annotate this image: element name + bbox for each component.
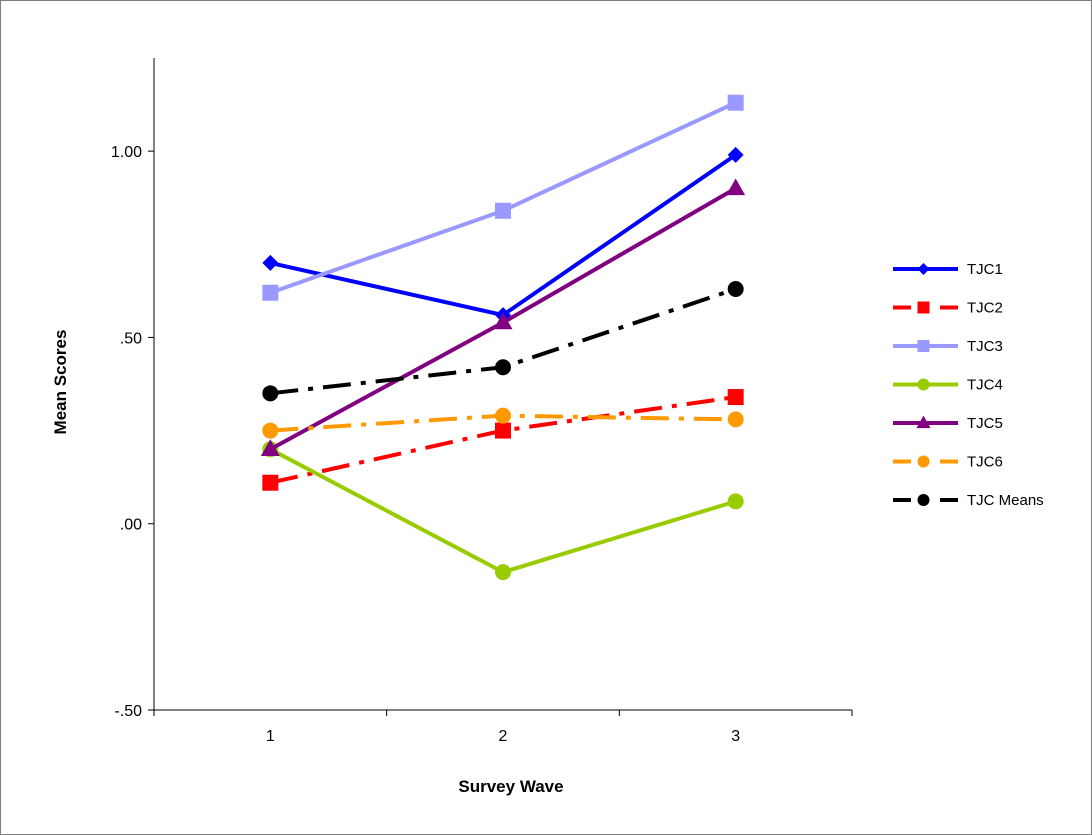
data-point-tjc6	[262, 422, 279, 439]
legend-label: TJC2	[967, 300, 1003, 317]
data-point-tjc2	[495, 422, 511, 439]
series-tjc5	[260, 178, 746, 456]
y-axis-title: Mean Scores	[51, 330, 70, 435]
y-tick-label: -.50	[114, 703, 142, 720]
legend-label: TJC Means	[967, 492, 1044, 509]
legend-label: TJC3	[967, 338, 1003, 355]
series-tjc4	[262, 441, 744, 581]
x-tick-label: 3	[731, 728, 740, 745]
data-point-tjc-means	[727, 280, 744, 297]
legend-item-tjc2: TJC2	[893, 300, 1003, 317]
series-layer	[260, 94, 746, 581]
legend-item-tjc3: TJC3	[893, 338, 1003, 355]
legend-marker	[916, 415, 931, 429]
x-tick-label: 2	[499, 728, 508, 745]
legend-label: TJC4	[967, 377, 1003, 394]
series-tjc3	[262, 94, 744, 301]
data-point-tjc1	[262, 254, 279, 271]
legend-marker	[917, 340, 930, 352]
series-tjc1	[262, 146, 744, 324]
data-point-tjc4	[727, 493, 744, 510]
legend-label: TJC1	[967, 261, 1003, 278]
data-point-tjc6	[727, 411, 744, 428]
legend-marker	[917, 378, 930, 391]
series-line-tjc-means	[270, 287, 737, 396]
series-tjc-means	[262, 280, 744, 402]
data-point-tjc-means	[495, 359, 511, 376]
legend-marker	[917, 301, 930, 314]
legend: TJC1 TJC2 TJC3 TJC4 TJC5 TJC6 TJC Means	[893, 261, 1044, 509]
y-tick-label: .50	[120, 330, 142, 347]
data-point-tjc2	[727, 389, 744, 406]
series-tjc2	[262, 389, 744, 491]
legend-item-tjc4: TJC4	[893, 377, 1003, 394]
series-line-tjc1	[269, 153, 737, 318]
data-point-tjc3	[495, 202, 511, 219]
legend-item-tjc5: TJC5	[893, 415, 1003, 432]
data-point-tjc5	[260, 439, 280, 456]
series-line-tjc3	[269, 100, 737, 295]
data-point-tjc4	[495, 564, 511, 581]
data-point-tjc5	[726, 178, 746, 196]
data-point-tjc6	[495, 407, 511, 424]
x-axis-title: Survey Wave	[458, 777, 563, 796]
legend-marker	[917, 494, 930, 506]
data-point-tjc3	[262, 284, 279, 301]
x-tick-label: 1	[266, 728, 275, 745]
y-tick-label: .00	[120, 517, 142, 534]
data-point-tjc1	[727, 146, 744, 163]
data-point-tjc3	[727, 94, 744, 111]
legend-marker	[917, 263, 930, 275]
legend-item-tjc6: TJC6	[893, 454, 1003, 471]
legend-item-tjc1: TJC1	[893, 261, 1003, 278]
data-point-tjc-means	[262, 385, 279, 402]
legend-label: TJC6	[967, 454, 1003, 471]
legend-marker	[917, 455, 930, 468]
data-point-tjc2	[262, 474, 279, 491]
legend-label: TJC5	[967, 415, 1003, 432]
y-tick-label: 1.00	[111, 144, 142, 161]
legend-item-tjc-means: TJC Means	[893, 492, 1044, 509]
series-tjc6	[262, 407, 744, 439]
axes: -.50 .00 .50 1.00 1 2 3	[111, 58, 853, 745]
data-point-tjc5	[493, 312, 513, 330]
